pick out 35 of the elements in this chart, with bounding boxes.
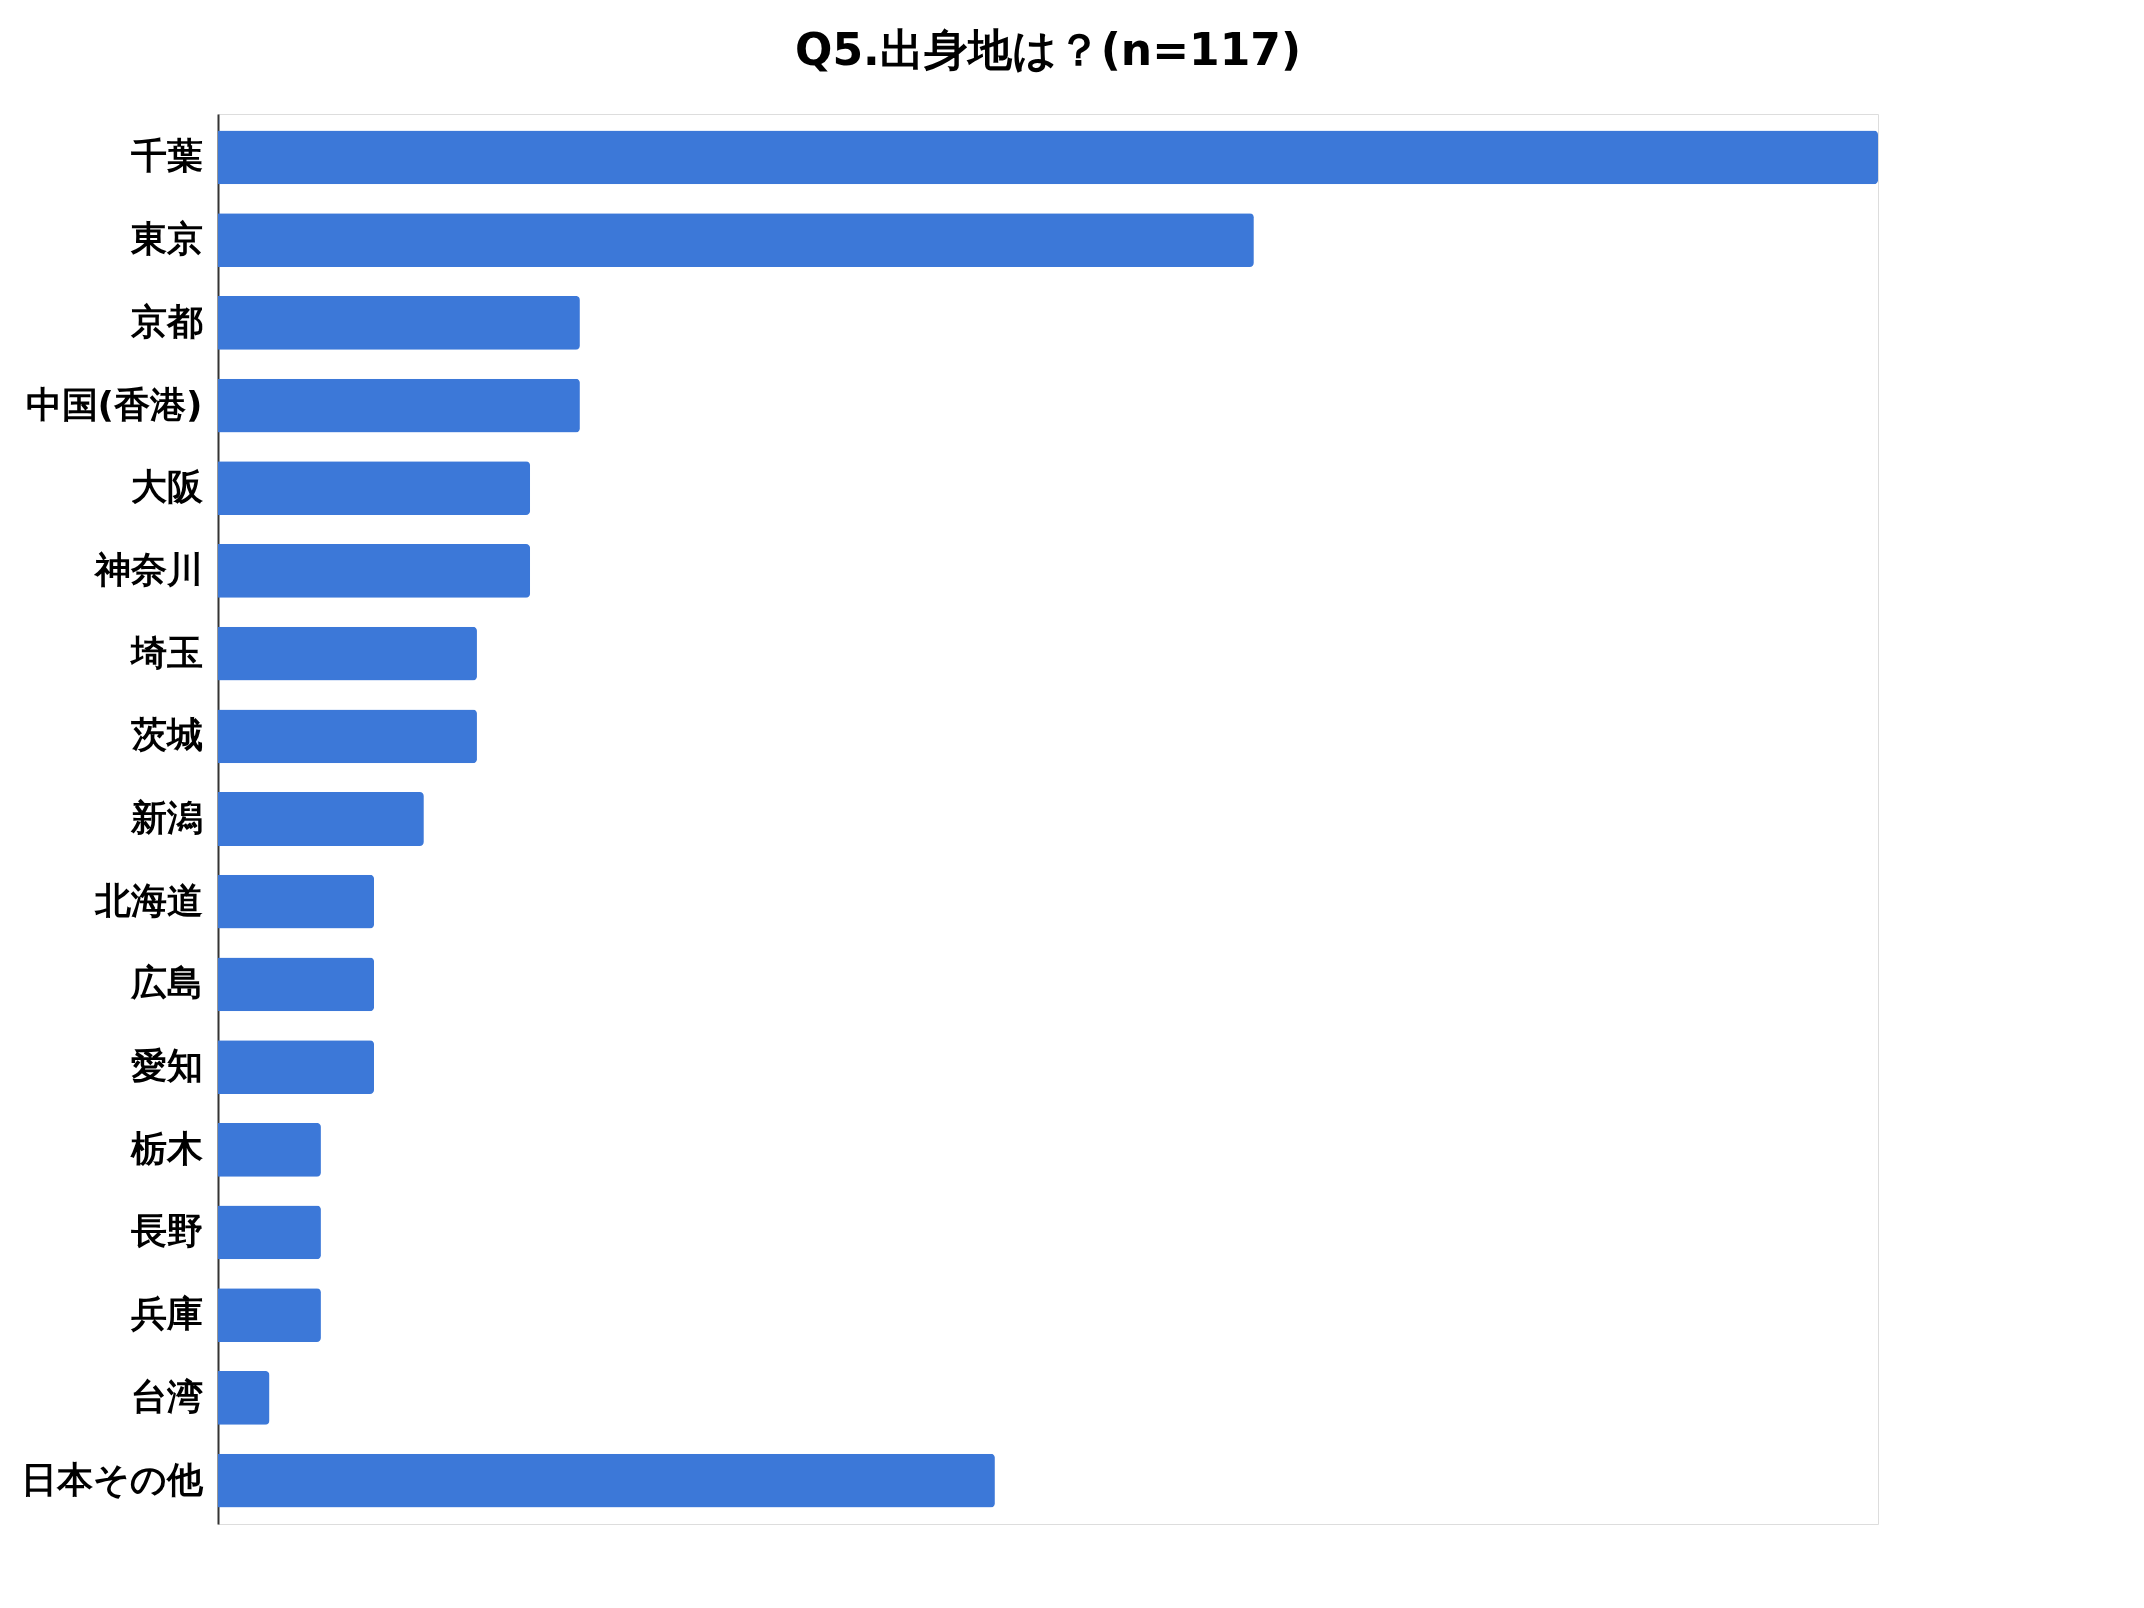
y-tick-label: 大阪 <box>130 466 204 508</box>
bar <box>218 957 375 1012</box>
bar <box>218 1122 321 1177</box>
y-tick-label: 台湾 <box>130 1375 203 1417</box>
chart-title: Q5.出身地は？(n=117) <box>795 24 1301 75</box>
bar <box>218 1205 321 1260</box>
bar <box>218 544 531 598</box>
bar <box>218 626 477 681</box>
bar <box>218 1371 270 1425</box>
y-tick-label: 兵庫 <box>129 1293 203 1335</box>
y-tick-label: 中国(香港) <box>25 383 203 425</box>
y-tick-label: 北海道 <box>93 879 203 921</box>
y-tick-label: 神奈川 <box>92 548 203 590</box>
bar <box>218 874 375 929</box>
bar <box>218 378 580 433</box>
y-tick-label: 広島 <box>129 962 203 1004</box>
bar <box>218 213 1254 267</box>
bar <box>218 130 1878 185</box>
y-tick-label: 栃木 <box>129 1127 203 1169</box>
bar <box>218 295 580 350</box>
y-tick-label: 長野 <box>129 1210 203 1252</box>
y-tick-label: 京都 <box>129 300 203 342</box>
y-tick-label: 千葉 <box>130 135 203 177</box>
y-tick-label: 埼玉 <box>128 631 203 673</box>
y-tick-label: 東京 <box>129 218 203 260</box>
bar <box>218 709 477 764</box>
bar <box>218 1288 321 1343</box>
y-tick-label: 新潟 <box>129 797 203 838</box>
y-tick-label: 日本その他 <box>20 1458 204 1500</box>
bar <box>218 792 424 846</box>
bar <box>218 1040 375 1094</box>
y-tick-label: 茨城 <box>129 714 203 756</box>
y-tick-label: 愛知 <box>130 1045 203 1087</box>
bar <box>218 461 531 516</box>
bar <box>218 1453 995 1508</box>
